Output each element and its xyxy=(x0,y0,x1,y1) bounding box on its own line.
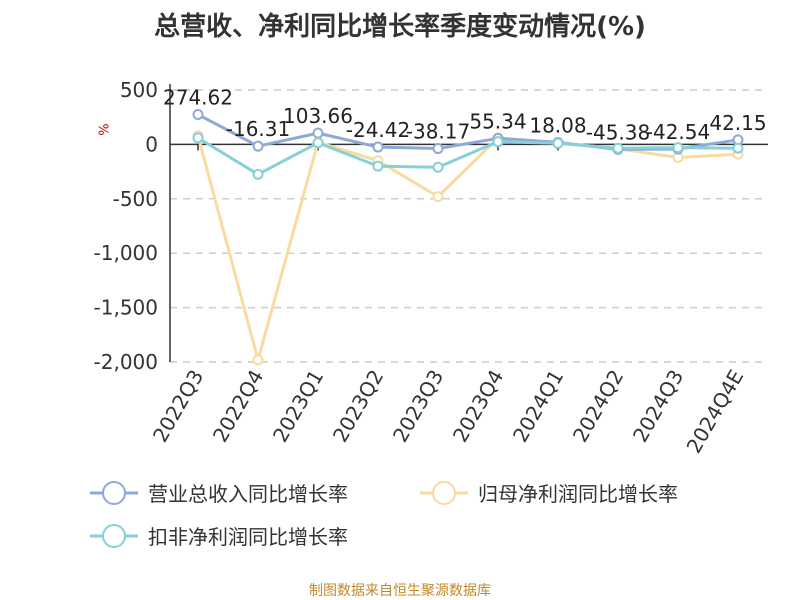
data-point xyxy=(312,137,324,149)
data-point xyxy=(732,142,744,154)
data-point xyxy=(312,127,324,139)
legend-swatch-net-profit xyxy=(420,480,468,505)
x-tick-label: 2024Q1 xyxy=(508,366,568,447)
data-point xyxy=(192,109,204,121)
data-point xyxy=(432,161,444,173)
y-tick-label: 0 xyxy=(145,132,158,156)
legend-swatch-deducted-profit xyxy=(90,523,138,548)
data-label: -24.42 xyxy=(346,118,410,142)
data-point xyxy=(432,143,444,155)
series-line xyxy=(197,136,739,176)
data-point xyxy=(252,168,264,180)
data-label: -45.38 xyxy=(586,120,650,144)
x-tick-label: 2024Q2 xyxy=(568,366,628,447)
legend-item-net-profit[interactable]: 归母净利润同比增长率 xyxy=(418,478,678,507)
y-tick-label: -1,500 xyxy=(94,296,158,320)
legend-item-deducted-profit[interactable]: 扣非净利润同比增长率 xyxy=(88,521,348,550)
x-tick-label: 2022Q4 xyxy=(208,366,268,447)
series-line xyxy=(196,135,739,362)
data-point xyxy=(372,160,384,172)
data-point xyxy=(612,142,624,154)
y-tick-label: -500 xyxy=(113,187,158,211)
x-tick-label: 2022Q3 xyxy=(148,366,208,447)
data-point xyxy=(432,191,444,203)
data-point xyxy=(372,141,384,153)
legend-label-revenue: 营业总收入同比增长率 xyxy=(148,482,348,506)
data-source-note: 制图数据来自恒生聚源数据库 xyxy=(309,583,491,599)
data-point xyxy=(552,137,564,149)
y-tick-label: -2,000 xyxy=(94,350,158,374)
data-point xyxy=(492,136,504,148)
data-label: 42.15 xyxy=(709,111,766,135)
data-label: -42.54 xyxy=(646,120,710,144)
data-label: -38.17 xyxy=(406,120,470,144)
data-point xyxy=(672,142,684,154)
y-tick-label: -1,000 xyxy=(94,241,158,265)
data-label: 103.66 xyxy=(283,104,353,128)
legend-swatch-revenue xyxy=(90,480,138,505)
chart-title: 总营收、净利同比增长率季度变动情况(%) xyxy=(154,12,646,42)
x-tick-label: 2024Q3 xyxy=(628,366,688,447)
data-label: 18.08 xyxy=(529,113,586,137)
data-point xyxy=(192,132,204,144)
legend-label-deducted-profit: 扣非净利润同比增长率 xyxy=(148,525,348,549)
y-tick-label: 500 xyxy=(120,78,158,102)
data-point xyxy=(252,354,264,366)
x-tick-label: 2023Q1 xyxy=(268,366,328,447)
x-tick-label: 2024Q4E xyxy=(682,366,749,458)
legend-label-net-profit: 归母净利润同比增长率 xyxy=(478,482,678,506)
data-label: -16.31 xyxy=(226,117,290,141)
legend-item-revenue[interactable]: 营业总收入同比增长率 xyxy=(88,478,348,507)
data-label: 274.62 xyxy=(163,86,233,110)
x-tick-label: 2023Q2 xyxy=(328,366,388,447)
data-label: 55.34 xyxy=(469,109,526,133)
data-point xyxy=(252,140,264,152)
x-tick-label: 2023Q3 xyxy=(388,366,448,447)
x-tick-label: 2023Q4 xyxy=(448,366,508,447)
